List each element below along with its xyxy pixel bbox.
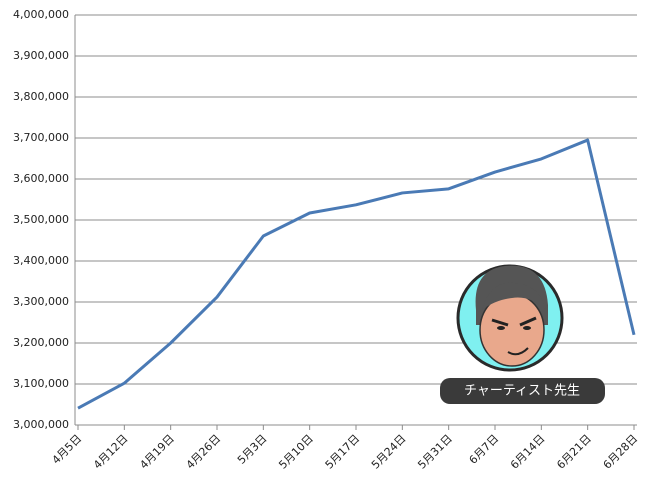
y-tick-label: 3,300,000 [13,295,69,308]
y-tick-label: 3,100,000 [13,377,69,390]
x-tick-label: 5月10日 [276,432,316,472]
y-tick-label: 3,200,000 [13,336,69,349]
y-tick-label: 3,600,000 [13,172,69,185]
x-tick-label: 5月3日 [235,432,270,467]
x-tick-label: 6月21日 [554,432,594,472]
x-tick-label: 4月19日 [137,432,177,472]
x-tick-label: 6月28日 [601,432,641,472]
x-tick-label: 6月7日 [467,432,502,467]
y-tick-label: 3,000,000 [13,418,69,431]
y-tick-label: 3,400,000 [13,254,69,267]
y-tick-label: 3,800,000 [13,90,69,103]
x-tick-label: 6月14日 [508,432,548,472]
x-tick-label: 4月26日 [184,432,224,472]
line-series [77,138,636,410]
x-tick-label: 5月17日 [323,432,363,472]
y-tick-label: 4,000,000 [13,8,69,21]
x-tick-label: 5月24日 [369,432,409,472]
x-tick-label: 4月5日 [50,432,85,467]
y-tick-label: 3,700,000 [13,131,69,144]
y-tick-label: 3,500,000 [13,213,69,226]
avatar-label: チャーティスト先生 [464,384,580,399]
avatar: チャーティスト先生 [440,264,605,404]
y-tick-label: 3,900,000 [13,49,69,62]
x-tick-label: 5月31日 [415,432,455,472]
x-tick-label: 4月12日 [91,432,131,472]
